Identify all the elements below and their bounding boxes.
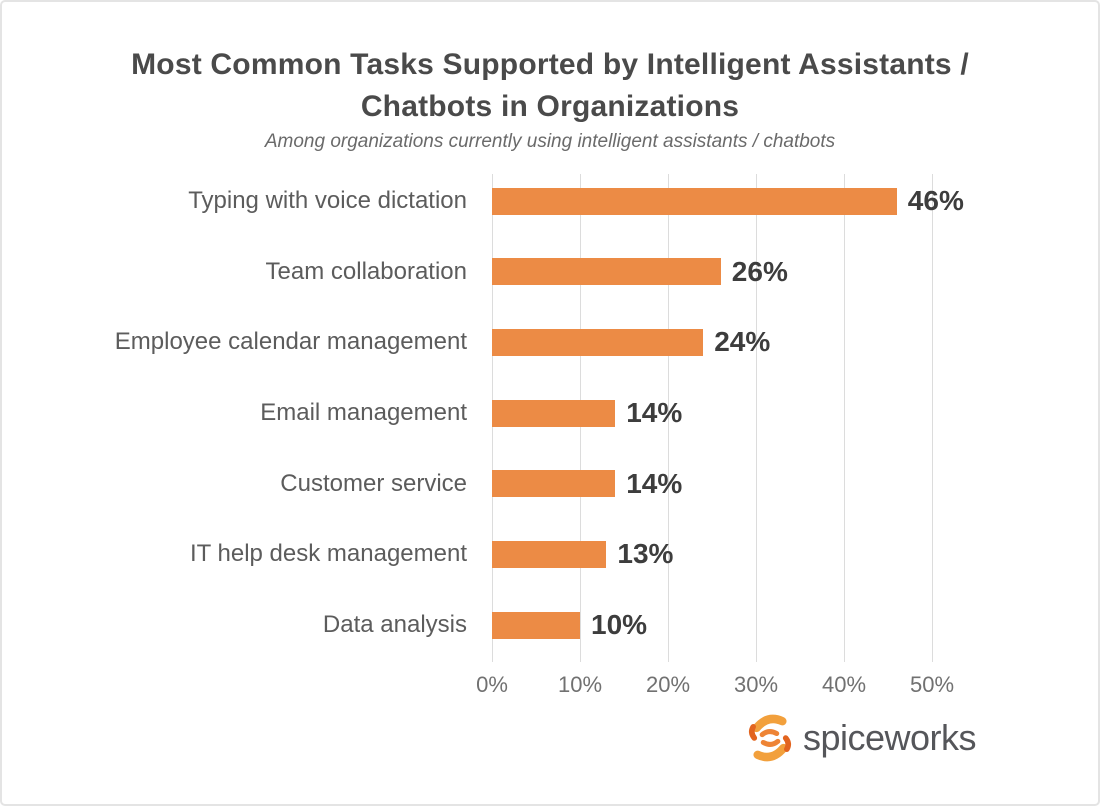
category-label: Data analysis	[322, 611, 467, 639]
chart-title-line1: Most Common Tasks Supported by Intellige…	[131, 48, 969, 81]
bar	[492, 399, 616, 427]
x-axis-tick-label: 10%	[557, 672, 603, 697]
gridline	[843, 174, 845, 662]
chart-title: Most Common Tasks Supported by Intellige…	[2, 44, 1098, 128]
x-axis-tick-label: 30%	[733, 672, 779, 697]
category-label: Team collaboration	[265, 257, 467, 285]
spiceworks-logo: spiceworks	[742, 706, 977, 770]
value-label: 46%	[907, 185, 964, 216]
bar	[492, 328, 704, 356]
chart-subtitle: Among organizations currently using inte…	[264, 131, 836, 152]
gridline	[667, 174, 669, 662]
chart-title-line2: Chatbots in Organizations	[360, 90, 740, 123]
x-axis-tick-label: 20%	[645, 672, 691, 697]
category-label: Typing with voice dictation	[188, 187, 467, 214]
category-label: IT help desk management	[189, 540, 467, 568]
spiceworks-pinwheel-icon	[748, 714, 792, 762]
value-label: 14%	[626, 467, 683, 499]
category-label: Employee calendar management	[114, 328, 467, 356]
category-label: Customer service	[280, 469, 467, 497]
value-label: 26%	[731, 255, 788, 287]
x-axis-tick-label: 40%	[821, 672, 867, 697]
gridline	[931, 174, 933, 662]
bar	[492, 540, 607, 568]
bar	[492, 470, 616, 498]
category-label: Email management	[260, 399, 467, 426]
x-axis-tick-label: 0%	[476, 672, 508, 697]
bar	[492, 187, 897, 215]
bar	[492, 611, 580, 639]
x-axis-tick-label: 50%	[909, 672, 955, 697]
spiceworks-logo-text: spiceworks	[803, 717, 977, 758]
value-label: 13%	[617, 538, 674, 570]
gridline	[755, 174, 757, 662]
bar	[492, 258, 721, 286]
value-label: 14%	[626, 397, 683, 428]
value-label: 24%	[714, 326, 771, 358]
value-label: 10%	[591, 609, 648, 641]
